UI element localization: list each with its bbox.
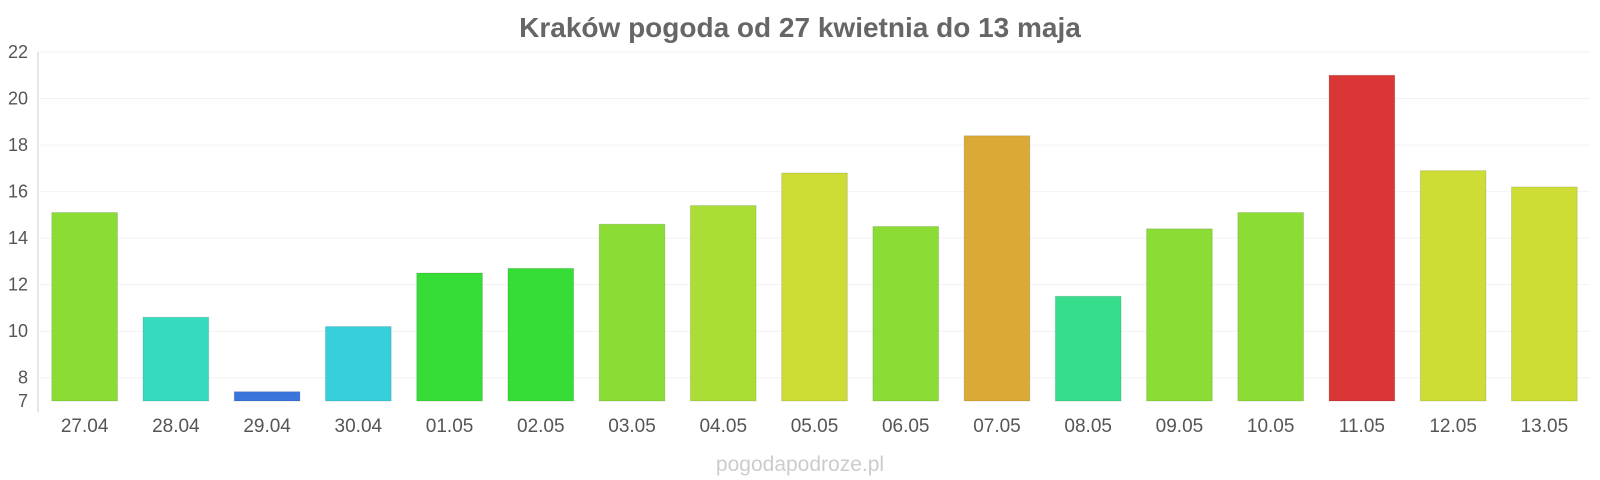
x-tick-label: 06.05 — [882, 416, 930, 437]
x-tick-label: 05.05 — [791, 416, 839, 437]
y-tick-label: 8 — [18, 368, 28, 388]
bar[interactable] — [872, 226, 940, 402]
bar[interactable] — [507, 267, 575, 402]
x-tick-label: 27.04 — [61, 416, 109, 437]
bar[interactable] — [416, 272, 483, 402]
x-tick-label: 30.04 — [335, 416, 383, 437]
x-tick-label: 28.04 — [152, 416, 200, 437]
x-tick-label: 10.05 — [1247, 416, 1295, 437]
bar[interactable] — [1419, 170, 1487, 402]
bar[interactable] — [1511, 186, 1578, 402]
chart-title: Kraków pogoda od 27 kwietnia do 13 maja — [519, 12, 1081, 43]
y-tick-label: 10 — [8, 321, 28, 341]
x-tick-label: 13.05 — [1521, 416, 1569, 437]
bar[interactable] — [1328, 74, 1396, 402]
x-tick-label: 03.05 — [608, 416, 656, 437]
y-tick-label: 18 — [8, 135, 28, 155]
x-tick-label: 08.05 — [1064, 416, 1112, 437]
y-tick-label: 20 — [8, 89, 28, 109]
bar[interactable] — [1237, 212, 1305, 402]
x-tick-labels: 27.04 28.04 29.04 30.04 01.05 02.05 03.05 04.05… — [61, 416, 1568, 437]
bar[interactable] — [963, 135, 1031, 402]
y-tick-labels: 7 8 10 12 14 16 18 20 22 — [8, 42, 28, 411]
bar[interactable] — [142, 316, 210, 402]
y-tick-label: 16 — [8, 182, 28, 202]
bar[interactable] — [781, 172, 848, 402]
x-tick-label: 12.05 — [1429, 416, 1477, 437]
bar[interactable] — [233, 391, 301, 402]
y-tick-label: 22 — [8, 42, 28, 62]
y-tick-label: 12 — [8, 275, 28, 295]
bar[interactable] — [324, 326, 392, 402]
bar[interactable] — [689, 205, 757, 402]
x-tick-label: 07.05 — [973, 416, 1021, 437]
bar[interactable] — [51, 212, 118, 402]
x-tick-label: 11.05 — [1339, 416, 1385, 437]
x-tick-label: 04.05 — [699, 416, 747, 437]
bar[interactable] — [598, 223, 666, 402]
x-tick-label: 29.04 — [243, 416, 291, 437]
y-tick-label: 14 — [8, 228, 28, 248]
x-tick-label: 02.05 — [517, 416, 565, 437]
x-tick-label: 09.05 — [1156, 416, 1204, 437]
credit-text: pogodapodroze.pl — [716, 453, 884, 476]
bar[interactable] — [1054, 295, 1122, 402]
bar[interactable] — [1146, 228, 1213, 402]
bars-layer — [51, 74, 1578, 402]
x-tick-label: 01.05 — [426, 416, 474, 437]
y-tick-label: 7 — [18, 391, 28, 411]
